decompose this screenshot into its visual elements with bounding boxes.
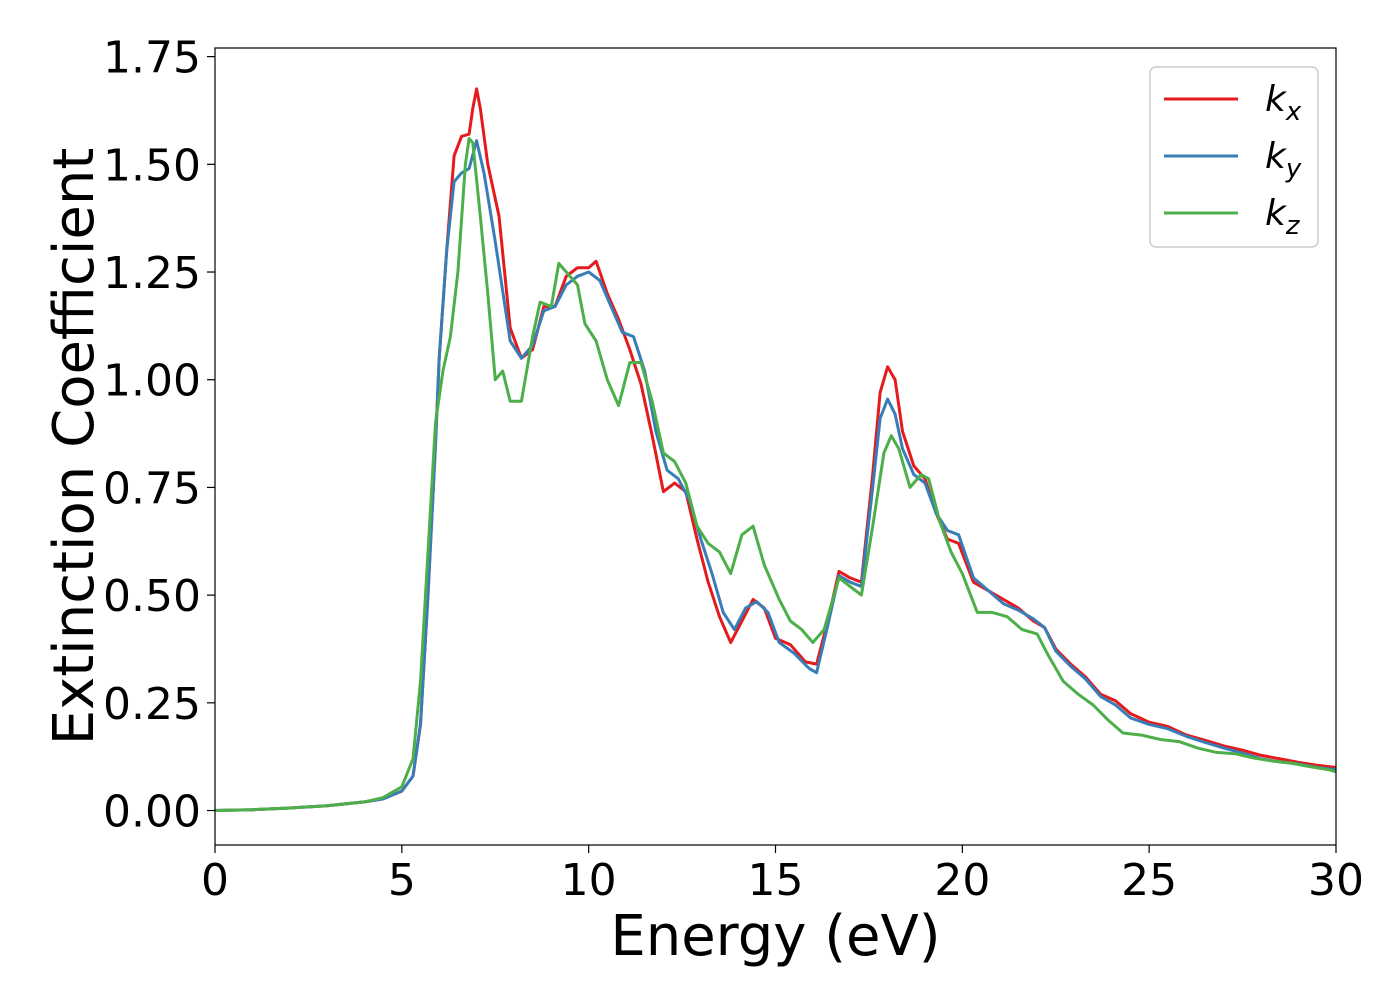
- y-tick-label: 0.75: [103, 463, 201, 514]
- series-line-y: [214, 139, 1337, 812]
- legend-label-z: kz: [1265, 193, 1301, 241]
- x-tick-label: 30: [1308, 855, 1364, 906]
- y-tick-label: 0.25: [103, 679, 201, 730]
- y-tick-label: 1.25: [103, 248, 201, 299]
- x-tick-label: 20: [934, 855, 990, 906]
- legend-label-y: ky: [1265, 136, 1302, 184]
- x-axis: 0 5 10 15 20 25 30: [201, 845, 1364, 906]
- x-tick-label: 10: [561, 855, 617, 906]
- x-axis-label: Energy (eV): [610, 904, 940, 969]
- y-tick-label: 0.00: [103, 787, 201, 838]
- x-tick-label: 15: [748, 855, 804, 906]
- x-tick-label: 5: [388, 855, 416, 906]
- series-layer: [214, 87, 1337, 812]
- legend: kx ky kz: [1149, 66, 1319, 248]
- x-tick-label: 0: [201, 855, 229, 906]
- x-tick-label: 25: [1121, 855, 1177, 906]
- y-tick-label: 1.50: [103, 140, 201, 191]
- y-tick-label: 1.00: [103, 356, 201, 407]
- y-axis: 0.00 0.25 0.50 0.75 1.00 1.25 1.50 1.75: [103, 33, 215, 838]
- legend-label-x: kx: [1265, 79, 1302, 127]
- y-axis-label: Extinction Coefficient: [42, 148, 107, 746]
- series-line-z: [214, 137, 1337, 812]
- y-tick-label: 0.50: [103, 571, 201, 622]
- y-tick-label: 1.75: [103, 33, 201, 84]
- series-line-x: [214, 87, 1337, 812]
